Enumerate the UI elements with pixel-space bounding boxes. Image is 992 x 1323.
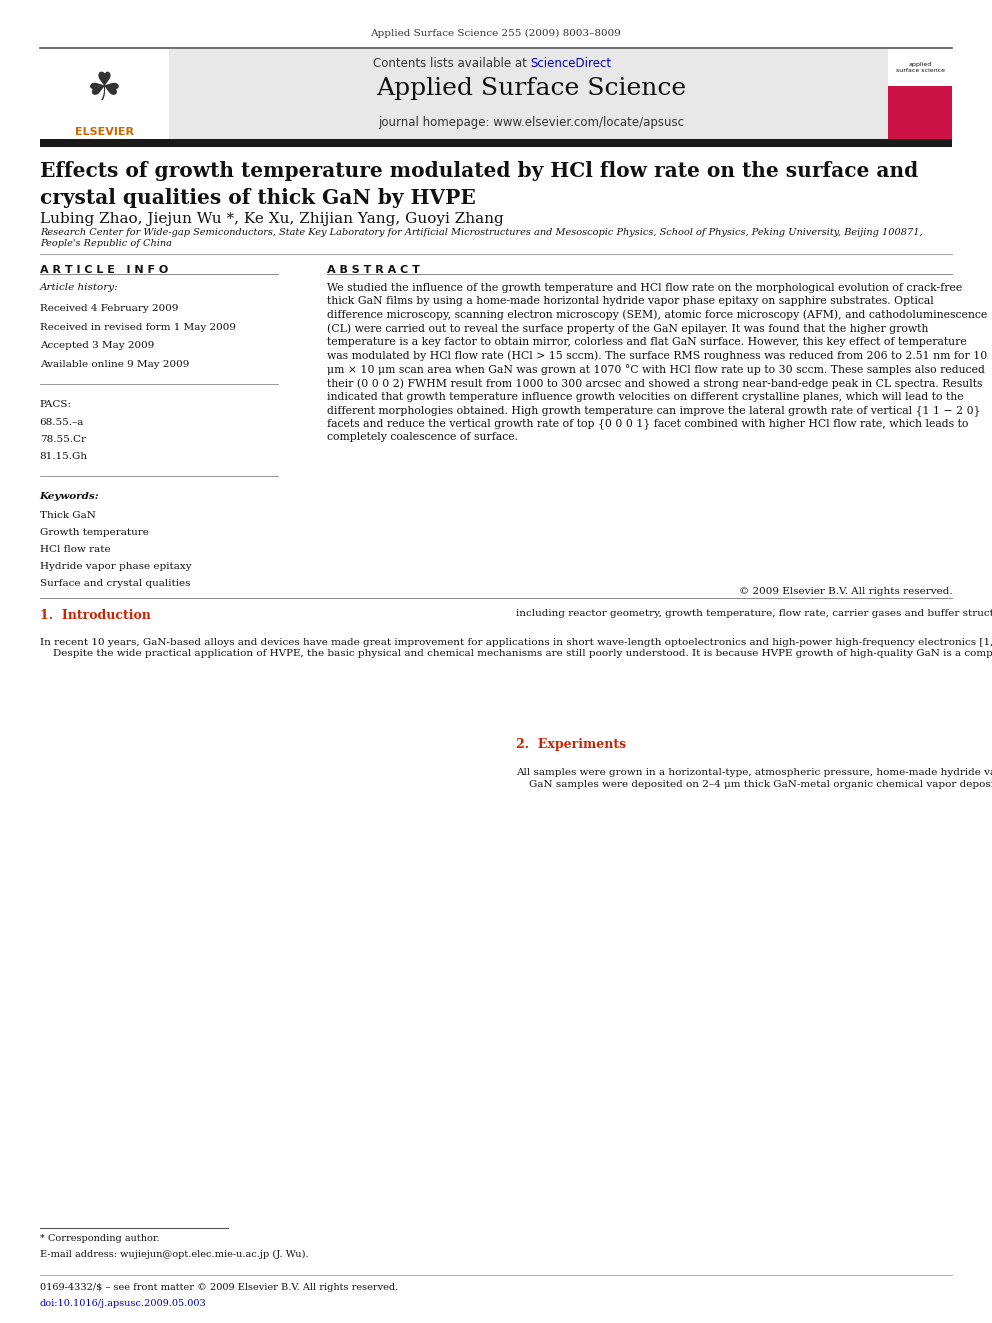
Text: Thick GaN: Thick GaN (40, 511, 95, 520)
Text: 78.55.Cr: 78.55.Cr (40, 435, 85, 445)
Bar (169, 49, 888, 139)
Text: © 2009 Elsevier B.V. All rights reserved.: © 2009 Elsevier B.V. All rights reserved… (739, 587, 952, 597)
Text: Hydride vapor phase epitaxy: Hydride vapor phase epitaxy (40, 562, 191, 572)
Text: Contents lists available at: Contents lists available at (373, 57, 531, 70)
Text: Growth temperature: Growth temperature (40, 528, 149, 537)
Text: Available online 9 May 2009: Available online 9 May 2009 (40, 360, 189, 369)
Text: doi:10.1016/j.apsusc.2009.05.003: doi:10.1016/j.apsusc.2009.05.003 (40, 1299, 206, 1308)
Text: A R T I C L E   I N F O: A R T I C L E I N F O (40, 265, 168, 275)
Text: 68.55.–a: 68.55.–a (40, 418, 84, 427)
Text: Research Center for Wide-gap Semiconductors, State Key Laboratory for Artificial: Research Center for Wide-gap Semiconduct… (40, 228, 923, 247)
Text: Applied Surface Science 255 (2009) 8003–8009: Applied Surface Science 255 (2009) 8003–… (371, 29, 621, 38)
Bar (888, 49, 952, 86)
Text: PACS:: PACS: (40, 400, 71, 409)
Text: journal homepage: www.elsevier.com/locate/apsusc: journal homepage: www.elsevier.com/locat… (378, 116, 683, 130)
Text: Surface and crystal qualities: Surface and crystal qualities (40, 579, 190, 589)
Text: ☘: ☘ (86, 70, 122, 107)
Text: Received 4 February 2009: Received 4 February 2009 (40, 304, 179, 314)
Text: applied
surface science: applied surface science (896, 62, 945, 73)
Text: Accepted 3 May 2009: Accepted 3 May 2009 (40, 341, 154, 351)
Text: 0169-4332/$ – see front matter © 2009 Elsevier B.V. All rights reserved.: 0169-4332/$ – see front matter © 2009 El… (40, 1283, 398, 1293)
Bar (40, 49, 169, 139)
Text: 1.  Introduction: 1. Introduction (40, 609, 151, 622)
Text: Effects of growth temperature modulated by HCl flow rate on the surface and
crys: Effects of growth temperature modulated … (40, 161, 918, 208)
Text: Keywords:: Keywords: (40, 492, 99, 501)
Bar (888, 49, 952, 139)
Text: * Corresponding author.: * Corresponding author. (40, 1234, 160, 1244)
Text: We studied the influence of the growth temperature and HCl flow rate on the morp: We studied the influence of the growth t… (327, 283, 988, 442)
Text: 2.  Experiments: 2. Experiments (516, 738, 626, 751)
Text: Received in revised form 1 May 2009: Received in revised form 1 May 2009 (40, 323, 236, 332)
Text: A B S T R A C T: A B S T R A C T (327, 265, 421, 275)
Text: In recent 10 years, GaN-based alloys and devices have made great improvement for: In recent 10 years, GaN-based alloys and… (40, 638, 992, 659)
Text: Article history:: Article history: (40, 283, 118, 292)
Text: All samples were grown in a horizontal-type, atmospheric pressure, home-made hyd: All samples were grown in a horizontal-t… (516, 767, 992, 789)
Text: ELSEVIER: ELSEVIER (74, 127, 134, 138)
Text: HCl flow rate: HCl flow rate (40, 545, 110, 554)
Text: ScienceDirect: ScienceDirect (531, 57, 612, 70)
Text: including reactor geometry, growth temperature, flow rate, carrier gases and buf: including reactor geometry, growth tempe… (516, 609, 992, 618)
Bar (40, 139, 952, 147)
Text: 81.15.Gh: 81.15.Gh (40, 452, 88, 462)
Text: E-mail address: wujiejun@opt.elec.mie-u.ac.jp (J. Wu).: E-mail address: wujiejun@opt.elec.mie-u.… (40, 1250, 309, 1259)
Text: Applied Surface Science: Applied Surface Science (376, 77, 685, 99)
Text: Lubing Zhao, Jiejun Wu *, Ke Xu, Zhijian Yang, Guoyi Zhang: Lubing Zhao, Jiejun Wu *, Ke Xu, Zhijian… (40, 212, 503, 226)
